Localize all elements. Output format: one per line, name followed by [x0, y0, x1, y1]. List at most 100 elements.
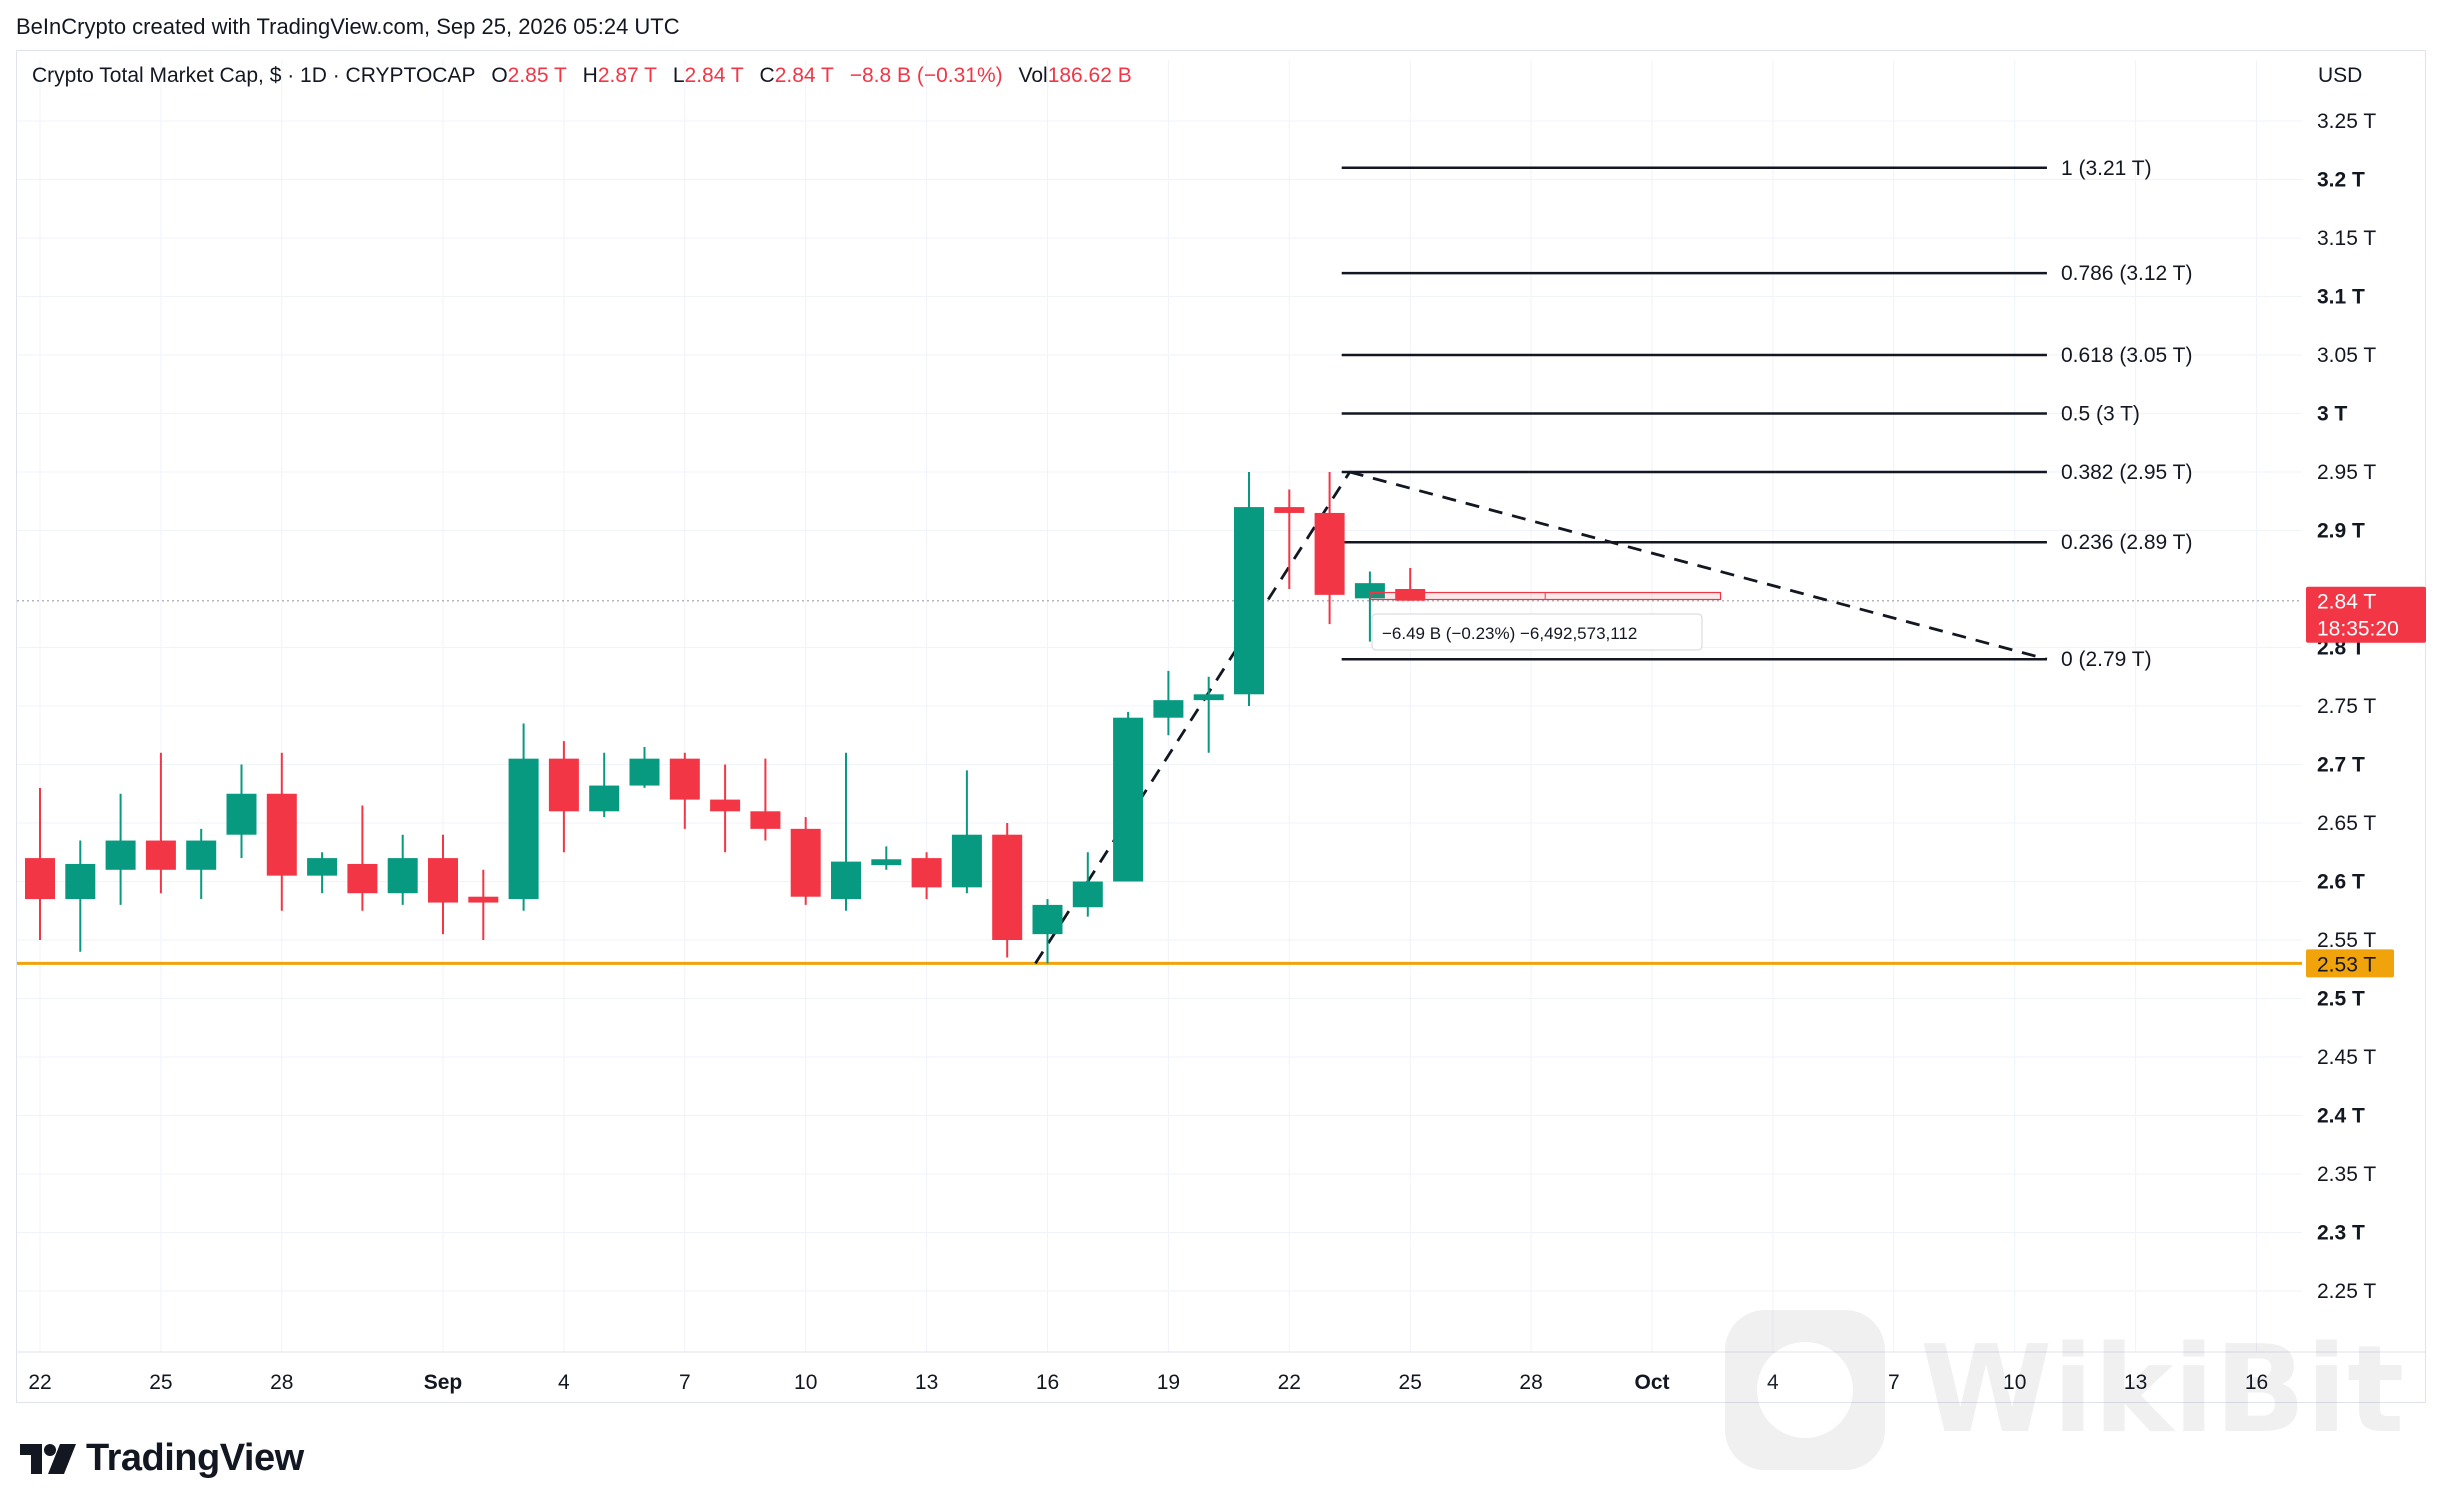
- candle[interactable]: [428, 834, 458, 935]
- close-value: 2.84 T: [774, 64, 834, 87]
- candle-body: [1354, 583, 1385, 599]
- y-tick-label: 2.75 T: [2317, 695, 2376, 718]
- y-tick-label: 3.15 T: [2317, 227, 2376, 250]
- x-tick-label: 7: [1888, 1371, 1900, 1394]
- candle[interactable]: [1234, 472, 1264, 706]
- chart-credit: BeInCrypto created with TradingView.com,…: [16, 14, 680, 39]
- change-value: −8.8 B (−0.31%): [849, 64, 1003, 87]
- x-tick-label: 16: [2245, 1371, 2268, 1394]
- tradingview-logo[interactable]: TradingView: [20, 1437, 304, 1480]
- candle[interactable]: [1113, 711, 1144, 882]
- y-tick-label: 3.2 T: [2317, 169, 2365, 192]
- fib-level-label: 0.618 (3.05 T): [2061, 344, 2193, 367]
- candle-body: [226, 793, 257, 835]
- x-tick-label: Oct: [1634, 1371, 1669, 1394]
- y-tick-label: 3 T: [2317, 403, 2348, 426]
- measure-label-box: [1371, 613, 1703, 651]
- y-tick-label: 2.4 T: [2317, 1105, 2365, 1128]
- candle[interactable]: [790, 817, 821, 905]
- candle[interactable]: [1072, 852, 1103, 917]
- fib-level-label: 1 (3.21 T): [2061, 157, 2152, 180]
- candle[interactable]: [1274, 489, 1305, 589]
- trend-lines: [1034, 470, 2048, 965]
- candle[interactable]: [25, 787, 55, 940]
- candle[interactable]: [65, 840, 96, 952]
- candle[interactable]: [710, 764, 741, 853]
- y-tick-label: 2.35 T: [2317, 1163, 2376, 1186]
- measure-tool: −6.49 B (−0.23%) −6,492,573,112: [1369, 591, 1722, 651]
- candle[interactable]: [186, 828, 217, 900]
- y-tick-label: 2.5 T: [2317, 988, 2365, 1011]
- candle-body: [1032, 904, 1063, 935]
- trend-line[interactable]: [1349, 470, 2048, 661]
- candle[interactable]: [629, 746, 660, 788]
- candle[interactable]: [105, 793, 136, 905]
- support-level: [17, 599, 2302, 965]
- fib-level-label: 0.382 (2.95 T): [2061, 461, 2193, 484]
- candle[interactable]: [750, 758, 781, 841]
- candle-body: [750, 811, 781, 829]
- grid-layer: [17, 60, 2426, 1353]
- candle[interactable]: [669, 752, 700, 829]
- candle[interactable]: [1032, 899, 1063, 964]
- open-label: O: [491, 64, 508, 87]
- candle[interactable]: [226, 764, 257, 859]
- wikibit-watermark: WikiBit: [1720, 1305, 2404, 1475]
- candle[interactable]: [1354, 571, 1385, 642]
- x-tick-label: 7: [679, 1371, 691, 1394]
- currency-selector[interactable]: USD: [2318, 64, 2363, 87]
- high-value: 2.87 T: [597, 64, 657, 87]
- candle[interactable]: [307, 852, 338, 894]
- tradingview-logo-icon: [20, 1443, 76, 1474]
- candle[interactable]: [1153, 670, 1184, 736]
- candle-body: [669, 758, 700, 800]
- candle-body: [1193, 694, 1224, 701]
- candle-body: [65, 863, 96, 900]
- candle-body: [1234, 507, 1264, 695]
- candle[interactable]: [1193, 676, 1224, 753]
- high-label: H: [582, 64, 598, 87]
- support-price-tag: [2306, 949, 2394, 978]
- x-tick-label: 4: [1767, 1371, 1779, 1394]
- x-tick-label: 10: [2003, 1371, 2026, 1394]
- y-tick-label: 2.45 T: [2317, 1046, 2376, 1069]
- low-label: L: [672, 64, 685, 87]
- x-tick-label: 10: [794, 1371, 817, 1394]
- candle-body: [105, 840, 136, 870]
- y-tick-label: 2.3 T: [2317, 1222, 2365, 1245]
- candle[interactable]: [1314, 472, 1345, 625]
- tradingview-logo-text: TradingView: [86, 1437, 304, 1479]
- candle[interactable]: [831, 752, 861, 911]
- candles: [25, 472, 1426, 964]
- candle-body: [1113, 717, 1144, 882]
- y-tick-label: 2.6 T: [2317, 871, 2365, 894]
- candle-body: [992, 834, 1023, 940]
- support-price-tag-label: 2.53 T: [2317, 953, 2376, 976]
- candle[interactable]: [992, 823, 1023, 958]
- measure-label: −6.49 B (−0.23%) −6,492,573,112: [1382, 624, 1637, 643]
- candle[interactable]: [1395, 567, 1426, 601]
- candle[interactable]: [468, 869, 499, 940]
- candle-body: [508, 758, 539, 900]
- candle[interactable]: [589, 752, 620, 818]
- candle-body: [589, 785, 620, 812]
- candle[interactable]: [266, 752, 297, 911]
- candle-body: [790, 828, 821, 897]
- candle[interactable]: [871, 846, 902, 870]
- x-tick-label: Sep: [424, 1371, 463, 1394]
- candle[interactable]: [347, 805, 378, 911]
- y-tick-label: 2.95 T: [2317, 461, 2376, 484]
- candle[interactable]: [387, 834, 418, 905]
- candle[interactable]: [145, 752, 176, 894]
- x-tick-label: 22: [1278, 1371, 1301, 1394]
- candle[interactable]: [951, 770, 982, 894]
- candle[interactable]: [911, 852, 942, 900]
- candle[interactable]: [508, 723, 539, 911]
- candle-body: [1314, 512, 1345, 595]
- candle[interactable]: [548, 741, 579, 853]
- y-tick-label: 2.55 T: [2317, 929, 2376, 952]
- wikibit-logo-icon: [1725, 1310, 1885, 1470]
- x-tick-label: 16: [1036, 1371, 1059, 1394]
- y-tick-label: 2.25 T: [2317, 1280, 2376, 1303]
